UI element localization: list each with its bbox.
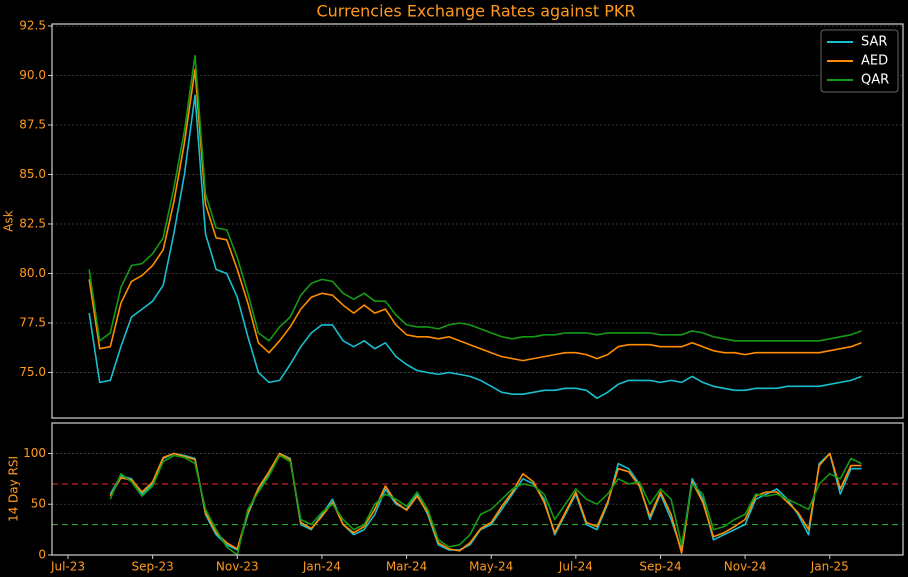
legend-label: AED bbox=[861, 54, 888, 69]
legend-label: QAR bbox=[861, 73, 889, 88]
x-tick-label: Nov-24 bbox=[724, 560, 767, 574]
y-tick-label: 92.5 bbox=[19, 18, 46, 32]
y-axis-label: Ask bbox=[2, 210, 16, 231]
series-line bbox=[109, 452, 862, 551]
series-line bbox=[109, 454, 862, 556]
y-tick-label: 90.0 bbox=[19, 68, 46, 82]
x-tick-label: Jul-24 bbox=[558, 560, 593, 574]
series-line bbox=[88, 94, 862, 399]
x-tick-label: Jul-23 bbox=[50, 560, 85, 574]
y-tick-label: 75.0 bbox=[19, 365, 46, 379]
y-tick-label: 80.0 bbox=[19, 266, 46, 280]
y-tick-label: 82.5 bbox=[19, 216, 46, 230]
plot-frame bbox=[51, 422, 904, 556]
x-tick-label: May-24 bbox=[469, 560, 513, 574]
x-tick-label: Nov-23 bbox=[216, 560, 259, 574]
legend: SAR AED QAR bbox=[820, 29, 899, 93]
y-tick-label: 100 bbox=[23, 446, 46, 460]
x-tick-label: Jan-25 bbox=[810, 560, 849, 574]
x-tick-label: Jan-24 bbox=[302, 560, 341, 574]
y-tick-label: 85.0 bbox=[19, 167, 46, 181]
y-tick-label: 77.5 bbox=[19, 315, 46, 329]
legend-box bbox=[820, 29, 899, 93]
y-tick-label: 87.5 bbox=[19, 117, 46, 131]
legend-label: SAR bbox=[861, 35, 887, 50]
chart-title: Currencies Exchange Rates against PKR bbox=[316, 2, 635, 21]
series-line bbox=[88, 68, 862, 362]
x-tick-label: Sep-24 bbox=[639, 560, 681, 574]
series-line bbox=[88, 54, 862, 342]
y-axis-label: 14 Day RSI bbox=[7, 456, 21, 522]
y-tick-label: 0 bbox=[38, 548, 46, 562]
plot-frame bbox=[51, 23, 904, 419]
x-tick-label: Mar-24 bbox=[386, 560, 427, 574]
x-tick-label: Sep-23 bbox=[132, 560, 174, 574]
y-tick-label: 50 bbox=[31, 497, 46, 511]
series-line bbox=[109, 452, 862, 554]
